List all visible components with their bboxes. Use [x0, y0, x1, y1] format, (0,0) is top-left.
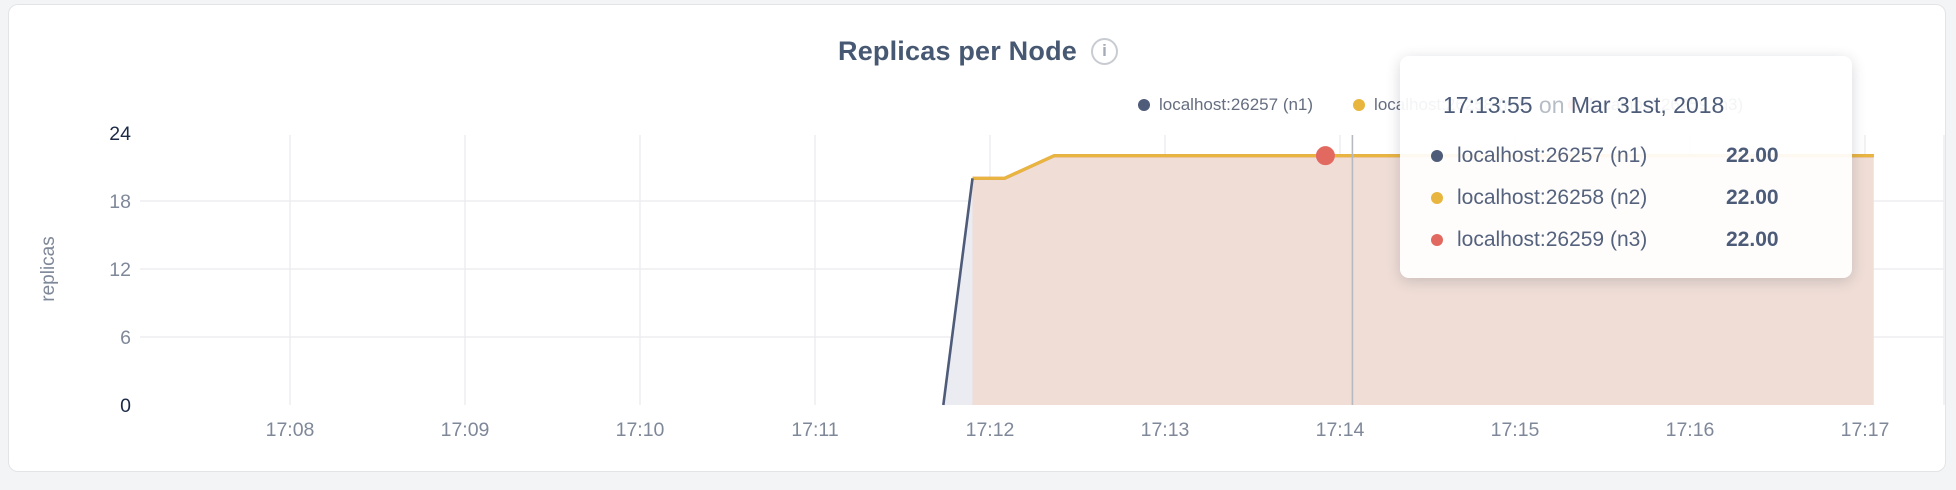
tooltip-on-word: on — [1538, 92, 1565, 118]
tooltip-timestamp: 17:13:55 on Mar 31st, 2018 — [1431, 92, 1832, 119]
series-line-n1 — [942, 178, 974, 406]
tooltip-row-n1: localhost:26257 (n1) 22.00 — [1431, 135, 1832, 177]
tooltip-date: Mar 31st, 2018 — [1570, 92, 1725, 118]
x-tick-label: 17:17 — [1841, 419, 1890, 441]
x-tick-label: 17:14 — [1316, 419, 1365, 441]
legend-dot-n2 — [1353, 99, 1366, 111]
tooltip-row-n3: localhost:26259 (n3) 22.00 — [1431, 219, 1832, 261]
page-title: Replicas per Node — [838, 35, 1077, 66]
legend-label-n1: localhost:26257 (n1) — [1159, 95, 1314, 114]
tooltip-series-name: localhost:26259 (n3) — [1457, 228, 1648, 251]
legend-dot-n1 — [1138, 99, 1150, 111]
hover-point — [1315, 146, 1335, 166]
tooltip-dot-n3 — [1431, 234, 1443, 246]
x-tick-label: 17:09 — [441, 419, 490, 441]
tooltip-time: 17:13:55 — [1443, 92, 1533, 118]
tooltip-dot-n2 — [1431, 192, 1443, 204]
tooltip-row-n2: localhost:26258 (n2) 22.00 — [1431, 177, 1832, 219]
x-tick-label: 17:13 — [1141, 419, 1190, 441]
hover-tooltip: 17:13:55 on Mar 31st, 2018 localhost:262… — [1400, 56, 1852, 278]
tooltip-series-name: localhost:26258 (n2) — [1457, 186, 1648, 209]
x-tick-label: 17:12 — [966, 419, 1015, 441]
info-icon[interactable]: i — [1090, 37, 1118, 65]
x-tick-label: 17:10 — [616, 419, 665, 441]
x-tick-label: 17:11 — [791, 419, 838, 441]
tooltip-series-value: 22.00 — [1726, 144, 1779, 167]
y-tick-label: 0 — [120, 395, 131, 417]
tooltip-dot-n1 — [1431, 150, 1443, 162]
x-tick-label: 17:08 — [266, 419, 315, 441]
legend-item-n1[interactable]: localhost:26257 (n1) — [1138, 95, 1313, 115]
y-tick-label: 12 — [109, 259, 131, 281]
tooltip-series-name: localhost:26257 (n1) — [1457, 144, 1648, 167]
tooltip-series-value: 22.00 — [1726, 228, 1779, 251]
y-tick-label: 6 — [120, 327, 131, 349]
x-tick-label: 17:16 — [1666, 419, 1715, 441]
x-tick-label: 17:15 — [1491, 419, 1540, 441]
tooltip-series-value: 22.00 — [1726, 186, 1779, 209]
y-tick-label: 18 — [109, 191, 131, 213]
y-tick-label: 24 — [109, 123, 131, 145]
chart-header: Replicas per Node i — [0, 34, 1956, 68]
y-axis-label: replicas — [38, 236, 59, 301]
